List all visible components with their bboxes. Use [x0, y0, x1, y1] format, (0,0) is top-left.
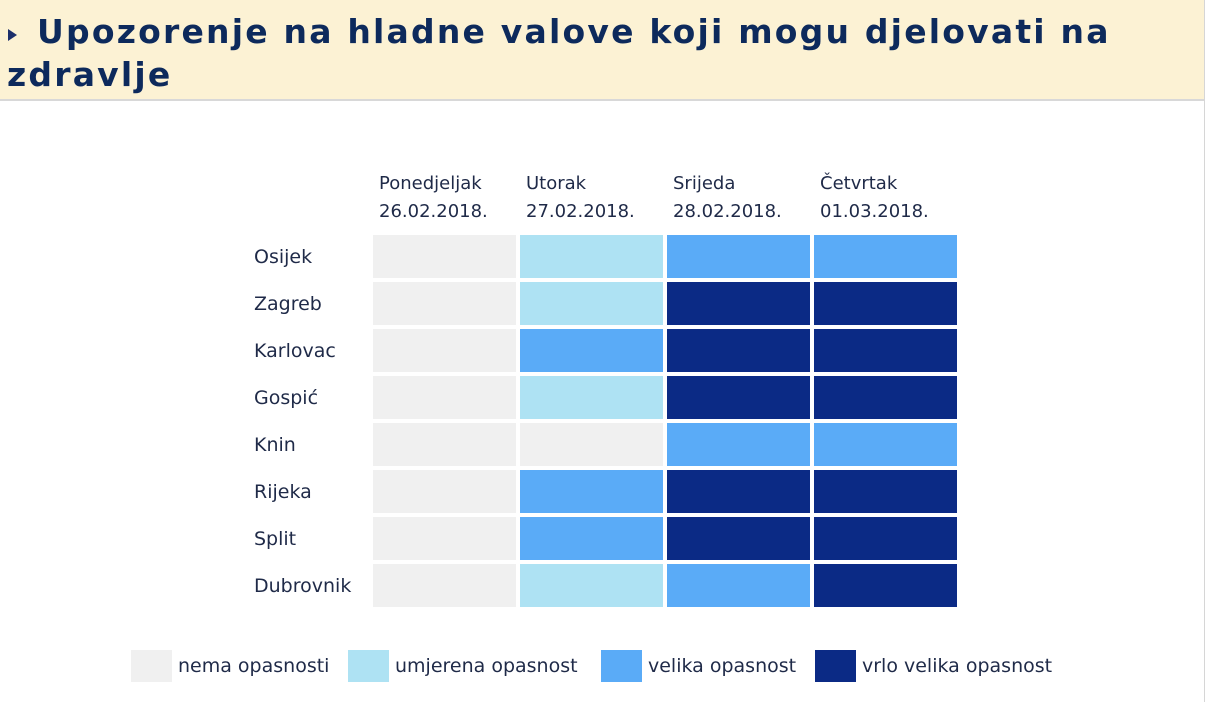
heatmap-cell — [373, 376, 516, 419]
legend-swatch — [131, 650, 172, 682]
column-header: Utorak 27.02.2018. — [526, 170, 671, 226]
heatmap-cell — [373, 517, 516, 560]
column-header: Četvrtak 01.03.2018. — [820, 170, 965, 226]
title-bar: Upozorenje na hladne valove koji mogu dj… — [0, 0, 1204, 101]
heatmap-cell — [520, 329, 663, 372]
column-day: Utorak — [526, 173, 587, 194]
row-label: Gospić — [254, 387, 319, 409]
row-label: Karlovac — [254, 340, 336, 362]
legend-swatch — [601, 650, 642, 682]
row-label: Split — [254, 528, 297, 550]
heatmap-cell — [667, 282, 810, 325]
legend-swatch — [348, 650, 389, 682]
heatmap-cell — [667, 564, 810, 607]
column-header: Srijeda 28.02.2018. — [673, 170, 818, 226]
column-header: Ponedjeljak 26.02.2018. — [379, 170, 524, 226]
row-label: Dubrovnik — [254, 575, 352, 597]
legend-label: umjerena opasnost — [395, 655, 578, 677]
column-date: 01.03.2018. — [820, 201, 929, 222]
heatmap-cell — [667, 376, 810, 419]
heatmap-cell — [814, 282, 957, 325]
heatmap-cell — [667, 423, 810, 466]
triangle-bullet-icon — [8, 29, 17, 41]
heatmap-cell — [520, 235, 663, 278]
heatmap-cell — [520, 376, 663, 419]
column-day: Četvrtak — [820, 173, 898, 194]
heatmap-cell — [667, 329, 810, 372]
heatmap-cell — [520, 517, 663, 560]
column-day: Srijeda — [673, 173, 736, 194]
page-title: Upozorenje na hladne valove koji mogu dj… — [7, 12, 1111, 94]
column-day: Ponedjeljak — [379, 173, 482, 194]
heatmap-cell — [814, 470, 957, 513]
heatmap-cell — [520, 564, 663, 607]
heatmap-cell — [373, 470, 516, 513]
heatmap-cell — [814, 517, 957, 560]
column-date: 28.02.2018. — [673, 201, 782, 222]
column-date: 27.02.2018. — [526, 201, 635, 222]
heatmap-cell — [373, 282, 516, 325]
column-date: 26.02.2018. — [379, 201, 488, 222]
row-label: Rijeka — [254, 481, 312, 503]
heatmap-cell — [520, 423, 663, 466]
legend-label: velika opasnost — [648, 655, 797, 677]
heatmap-cell — [373, 423, 516, 466]
heatmap-cell — [520, 470, 663, 513]
legend-swatch — [815, 650, 856, 682]
row-label: Knin — [254, 434, 296, 456]
heatmap-cell — [373, 235, 516, 278]
heatmap-cell — [814, 376, 957, 419]
legend-label: vrlo velika opasnost — [862, 655, 1053, 677]
heatmap-cell — [814, 329, 957, 372]
heatmap-cell — [814, 564, 957, 607]
legend-label: nema opasnosti — [178, 655, 330, 677]
heatmap-cell — [520, 282, 663, 325]
heatmap-cell — [667, 470, 810, 513]
heatmap-cell — [814, 235, 957, 278]
row-label: Zagreb — [254, 293, 322, 315]
heatmap-cell — [373, 329, 516, 372]
heatmap-cell — [814, 423, 957, 466]
row-label: Osijek — [254, 246, 313, 268]
heatmap-cell — [667, 235, 810, 278]
heatmap-cell — [667, 517, 810, 560]
heatmap-cell — [373, 564, 516, 607]
